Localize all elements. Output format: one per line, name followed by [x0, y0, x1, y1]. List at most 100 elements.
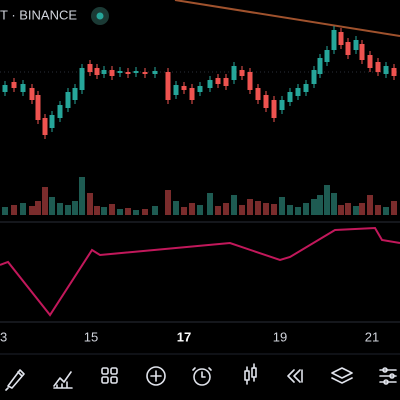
volume-bar — [338, 205, 344, 215]
candle-body — [311, 70, 317, 84]
candle-body — [125, 72, 131, 74]
volume-bar — [247, 199, 253, 215]
volume-bar — [331, 193, 337, 215]
volume-bar — [353, 206, 359, 215]
chart-type-tool[interactable] — [244, 363, 257, 385]
time-label: 15 — [84, 329, 98, 344]
volume-bar — [11, 205, 17, 215]
replay-tool[interactable] — [287, 369, 303, 383]
candle-body — [65, 92, 71, 108]
volume-bar — [207, 193, 213, 215]
volume-bar — [142, 209, 148, 215]
candle-body — [239, 70, 245, 76]
volume-bar — [29, 206, 35, 215]
candle-body — [87, 64, 93, 72]
time-label: 21 — [365, 329, 379, 344]
candle-body — [2, 85, 8, 92]
candle-body — [133, 71, 139, 73]
volume-bar — [152, 206, 158, 215]
candle-body — [49, 115, 55, 128]
volume-bar — [125, 208, 131, 215]
candle-body — [94, 68, 100, 75]
candle-body — [375, 62, 381, 72]
volume-bar — [391, 201, 397, 215]
volume-bar — [189, 203, 195, 215]
volume-bar — [279, 197, 285, 215]
candle-body — [207, 80, 213, 88]
candle-body — [383, 66, 389, 74]
volume-bar — [57, 203, 63, 215]
volume-bar — [303, 203, 309, 215]
volume-bar — [375, 205, 381, 215]
candle-body — [197, 86, 203, 92]
volume-bar — [367, 195, 373, 215]
volume-bar — [231, 195, 237, 215]
candle-body — [287, 92, 293, 102]
candle-body — [271, 100, 277, 118]
candle-body — [29, 88, 35, 100]
candle-body — [391, 68, 397, 76]
settings-tool[interactable] — [379, 367, 397, 385]
volume-bar — [181, 207, 187, 215]
volume-bar — [295, 207, 301, 215]
candle-body — [101, 70, 107, 74]
trend-line[interactable] — [174, 0, 400, 37]
layers-tool[interactable] — [331, 367, 353, 384]
volume-bar — [345, 203, 351, 215]
add-tool[interactable] — [146, 366, 166, 386]
candle-body — [324, 50, 330, 62]
volume-bar — [109, 204, 115, 215]
volume-bar — [271, 204, 277, 215]
candle-body — [181, 86, 187, 90]
candle-body — [35, 95, 41, 120]
time-label: 3 — [0, 329, 7, 344]
candle-body — [331, 30, 337, 50]
candle-body — [345, 42, 351, 55]
draw-tool[interactable] — [5, 369, 25, 391]
time-label: 17 — [177, 329, 191, 344]
volume-bar — [79, 177, 85, 215]
time-label: 19 — [273, 329, 287, 344]
volume-bar — [255, 201, 261, 215]
candle-body — [79, 68, 85, 90]
volume-bar — [117, 209, 123, 215]
candle-body — [223, 78, 229, 86]
candle-body — [20, 84, 26, 92]
candle-body — [173, 85, 179, 95]
volume-bar — [165, 190, 171, 215]
candle-body — [338, 32, 344, 45]
candle-body — [359, 44, 365, 60]
volume-bar — [263, 203, 269, 215]
volume-bar — [49, 197, 55, 215]
volume-bars — [2, 177, 397, 215]
volume-bar — [311, 199, 317, 215]
symbol-label: T · BINANCE — [0, 7, 77, 22]
candle-body — [117, 71, 123, 73]
volume-bar — [20, 203, 26, 215]
market-status-dot — [96, 12, 104, 20]
candle-body — [57, 105, 63, 118]
layout-tool[interactable] — [101, 367, 118, 384]
alert-tool[interactable] — [192, 367, 212, 386]
volume-bar — [35, 201, 41, 215]
candle-body — [367, 55, 373, 68]
volume-bar — [215, 206, 221, 215]
volume-bar — [72, 201, 78, 215]
candle-body — [353, 40, 359, 50]
candle-body — [109, 70, 115, 76]
volume-bar — [359, 203, 365, 215]
candles — [2, 26, 397, 139]
candle-body — [263, 95, 269, 108]
volume-bar — [197, 205, 203, 215]
indicators-tool[interactable] — [53, 371, 73, 389]
volume-bar — [287, 205, 293, 215]
volume-bar — [317, 195, 323, 215]
volume-bar — [133, 210, 139, 215]
candle-body — [42, 118, 48, 135]
candle-body — [231, 66, 237, 80]
candle-body — [142, 72, 148, 74]
candle-body — [279, 100, 285, 110]
volume-bar — [173, 201, 179, 215]
